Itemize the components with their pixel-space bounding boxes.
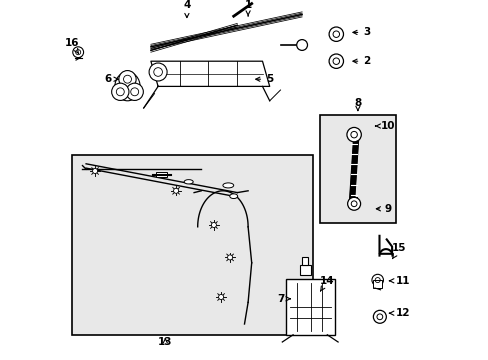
Circle shape <box>328 27 343 41</box>
Ellipse shape <box>184 180 193 184</box>
Text: 3: 3 <box>352 27 370 37</box>
Text: 5: 5 <box>255 74 273 84</box>
Text: 1: 1 <box>244 0 251 16</box>
Text: 2: 2 <box>352 56 370 66</box>
Text: 7: 7 <box>276 294 290 304</box>
Text: 12: 12 <box>389 308 409 318</box>
Circle shape <box>347 197 360 210</box>
Circle shape <box>149 63 167 81</box>
Bar <box>373 280 381 288</box>
Circle shape <box>227 255 232 260</box>
Bar <box>72 155 312 335</box>
Text: 6: 6 <box>104 74 118 84</box>
Bar <box>302 257 307 265</box>
Circle shape <box>371 274 383 286</box>
Circle shape <box>73 47 83 58</box>
Bar <box>285 279 334 335</box>
Ellipse shape <box>115 72 140 101</box>
Text: 8: 8 <box>353 98 361 111</box>
Circle shape <box>111 83 129 100</box>
Circle shape <box>346 127 361 142</box>
Bar <box>156 172 167 177</box>
Circle shape <box>119 71 136 88</box>
Circle shape <box>173 188 178 193</box>
Circle shape <box>126 83 143 100</box>
Text: 16: 16 <box>64 38 79 53</box>
Text: 15: 15 <box>391 243 406 258</box>
Ellipse shape <box>223 183 233 188</box>
Bar <box>320 115 395 223</box>
Text: 14: 14 <box>319 276 334 291</box>
Bar <box>299 265 310 275</box>
Circle shape <box>218 294 223 300</box>
Text: 9: 9 <box>376 204 391 214</box>
Circle shape <box>373 310 386 323</box>
Ellipse shape <box>229 194 237 198</box>
Circle shape <box>92 168 98 174</box>
Text: 13: 13 <box>158 337 172 347</box>
Circle shape <box>211 222 216 228</box>
Text: 4: 4 <box>183 0 190 18</box>
Circle shape <box>328 54 343 68</box>
Text: 10: 10 <box>375 121 395 131</box>
Circle shape <box>296 40 307 50</box>
Text: 11: 11 <box>389 276 409 286</box>
